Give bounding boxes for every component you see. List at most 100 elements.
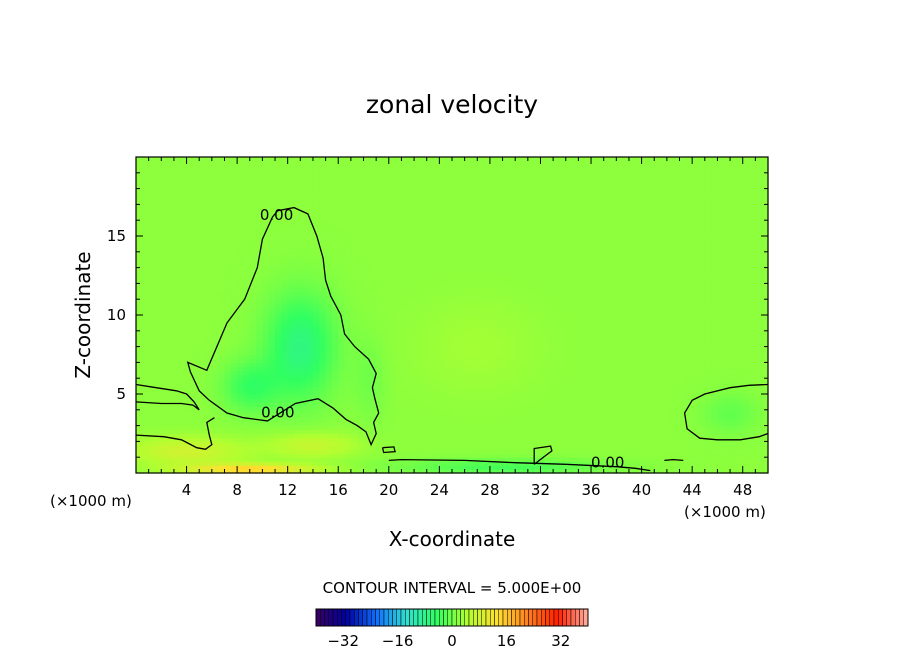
field-cell bbox=[433, 421, 440, 427]
field-cell bbox=[470, 307, 478, 312]
field-cell bbox=[344, 413, 352, 419]
field-cell bbox=[268, 397, 276, 403]
field-cell bbox=[237, 200, 245, 205]
field-cell bbox=[268, 346, 276, 352]
field-cell bbox=[420, 386, 428, 391]
field-cell bbox=[376, 255, 384, 261]
field-cell bbox=[306, 334, 314, 340]
field-cell bbox=[350, 267, 358, 273]
field-cell bbox=[445, 433, 453, 439]
field-cell bbox=[363, 429, 371, 435]
field-cell bbox=[363, 271, 371, 277]
field-cell bbox=[312, 239, 320, 245]
field-cell bbox=[452, 315, 459, 320]
field-cell bbox=[502, 429, 510, 435]
field-cell bbox=[395, 386, 403, 391]
field-cell bbox=[508, 366, 516, 371]
field-cell bbox=[173, 279, 181, 284]
field-cell bbox=[319, 346, 327, 352]
field-cell bbox=[426, 405, 434, 411]
field-cell bbox=[249, 263, 257, 269]
field-cell bbox=[357, 362, 365, 367]
field-cell bbox=[350, 445, 358, 450]
field-cell bbox=[344, 429, 352, 435]
field-cell bbox=[211, 445, 219, 450]
field-cell bbox=[426, 239, 434, 245]
field-cell bbox=[357, 180, 365, 186]
field-cell bbox=[439, 390, 447, 395]
field-cell bbox=[420, 346, 428, 352]
field-cell bbox=[483, 157, 491, 162]
field-cell bbox=[243, 405, 251, 411]
field-cell bbox=[407, 228, 415, 233]
field-cell bbox=[224, 366, 232, 371]
field-cell bbox=[470, 228, 478, 233]
field-cell bbox=[205, 212, 213, 217]
field-cell bbox=[357, 192, 365, 198]
field-cell bbox=[136, 366, 143, 371]
field-cell bbox=[458, 449, 466, 454]
field-cell bbox=[161, 397, 169, 403]
field-cell bbox=[180, 275, 188, 281]
field-cell bbox=[477, 370, 485, 375]
field-cell bbox=[243, 243, 251, 249]
field-cell bbox=[161, 394, 169, 399]
field-cell bbox=[136, 465, 143, 470]
field-cell bbox=[369, 370, 377, 375]
field-cell bbox=[230, 263, 238, 269]
field-cell bbox=[496, 382, 504, 387]
field-cell bbox=[426, 417, 434, 423]
field-cell bbox=[433, 247, 440, 253]
field-cell bbox=[445, 164, 453, 170]
field-cell bbox=[331, 362, 339, 367]
field-cell bbox=[136, 413, 143, 419]
field-cell bbox=[521, 243, 529, 249]
field-cell bbox=[173, 176, 181, 182]
field-cell bbox=[420, 224, 428, 229]
field-cell bbox=[205, 157, 213, 162]
field-cell bbox=[388, 382, 396, 387]
field-cell bbox=[445, 303, 453, 308]
field-cell bbox=[376, 307, 384, 312]
field-cell bbox=[167, 204, 175, 209]
field-cell bbox=[515, 386, 523, 391]
field-cell bbox=[515, 299, 523, 304]
field-cell bbox=[496, 449, 504, 454]
field-cell bbox=[420, 449, 428, 454]
field-cell bbox=[224, 445, 232, 450]
field-cell bbox=[167, 429, 175, 435]
field-cell bbox=[306, 299, 314, 304]
field-cell bbox=[357, 386, 365, 391]
field-cell bbox=[319, 358, 327, 363]
field-cell bbox=[325, 386, 333, 391]
field-cell bbox=[148, 390, 156, 395]
field-cell bbox=[464, 449, 472, 454]
field-cell bbox=[268, 160, 276, 166]
field-cell bbox=[312, 366, 320, 371]
field-cell bbox=[445, 236, 453, 241]
field-cell bbox=[275, 216, 282, 221]
field-cell bbox=[186, 291, 194, 296]
field-cell bbox=[502, 433, 510, 439]
field-cell bbox=[401, 437, 409, 442]
field-cell bbox=[199, 342, 207, 348]
field-cell bbox=[363, 228, 371, 233]
field-cell bbox=[199, 322, 207, 328]
field-cell bbox=[136, 287, 143, 292]
field-cell bbox=[445, 172, 453, 178]
field-cell bbox=[382, 386, 390, 391]
field-cell bbox=[142, 220, 150, 225]
field-cell bbox=[237, 160, 245, 166]
field-cell bbox=[256, 334, 263, 340]
field-cell bbox=[173, 425, 181, 431]
field-cell bbox=[294, 220, 301, 225]
field-cell bbox=[350, 287, 358, 292]
field-cell bbox=[312, 176, 320, 182]
field-cell bbox=[344, 386, 352, 391]
field-cell bbox=[306, 318, 314, 324]
field-cell bbox=[287, 397, 295, 403]
field-cell bbox=[439, 279, 447, 284]
field-cell bbox=[211, 295, 219, 300]
field-cell bbox=[439, 382, 447, 387]
field-cell bbox=[350, 315, 358, 320]
